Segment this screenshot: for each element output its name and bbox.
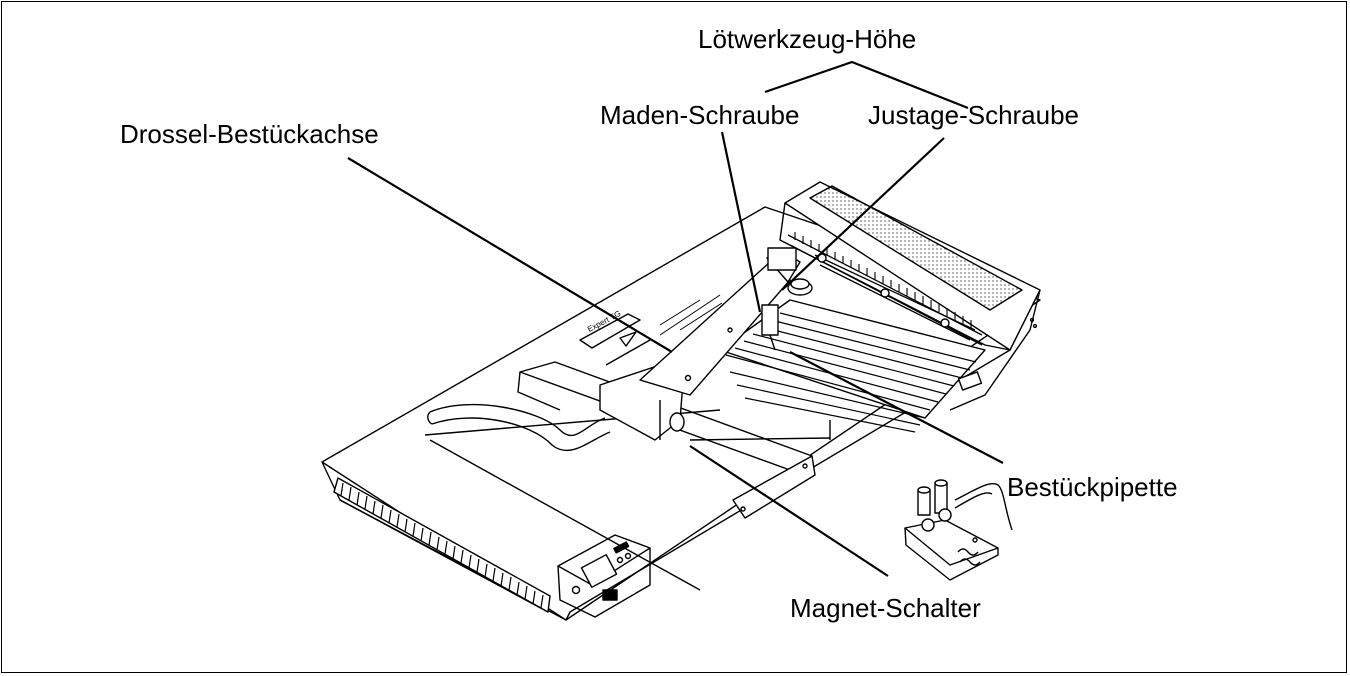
- pipette-detail: [904, 479, 1013, 581]
- control-panel: [557, 534, 651, 618]
- ventilation-grille: [333, 477, 551, 613]
- cable-hose: [427, 403, 611, 452]
- work-area: [659, 294, 986, 441]
- label-justage-schraube: Justage-Schraube: [868, 100, 1080, 130]
- leader-justage-schraube: [781, 137, 945, 291]
- label-maden-schraube: Maden-Schraube: [600, 100, 800, 130]
- leader-loetwerkzeug-hoehe: [764, 60, 969, 110]
- label-loetwerkzeug-hoehe: Lötwerkzeug-Höhe: [698, 24, 917, 54]
- leader-lines: [347, 60, 1004, 577]
- leader-drossel-bestueckachse: [347, 157, 673, 353]
- label-drossel-bestueckachse: Drossel-Bestückachse: [120, 119, 379, 149]
- label-magnet-schalter: Magnet-Schalter: [790, 593, 981, 623]
- leader-maden-schraube: [720, 131, 762, 313]
- label-bestueckpipette: Bestückpipette: [1007, 472, 1178, 502]
- rear-housing: [779, 181, 1041, 411]
- sticker: [579, 313, 651, 366]
- leader-magnet-schalter: [689, 445, 889, 577]
- leader-bestueckpipette: [789, 351, 1004, 464]
- placement-arm: [599, 247, 813, 441]
